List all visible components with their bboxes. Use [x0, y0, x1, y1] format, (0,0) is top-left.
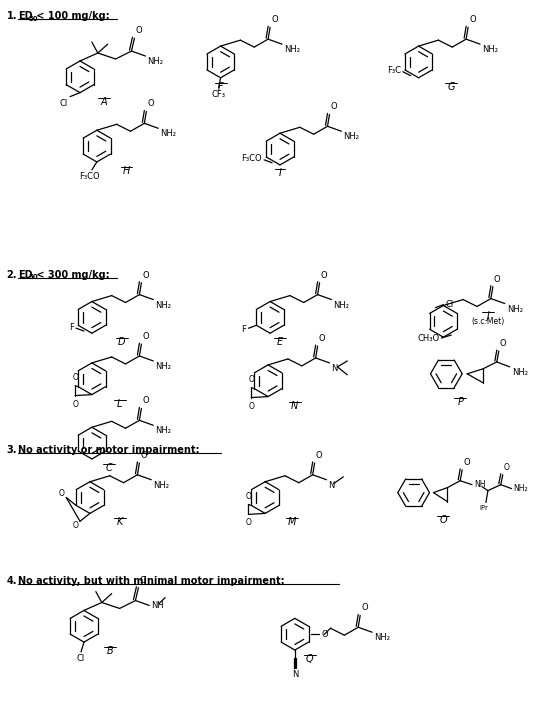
Text: H: H	[123, 166, 130, 176]
Text: No activity, but with minimal motor impairment:: No activity, but with minimal motor impa…	[18, 576, 285, 586]
Text: NH₂: NH₂	[153, 481, 169, 490]
Text: NH₂: NH₂	[343, 133, 359, 141]
Text: iPr: iPr	[480, 506, 489, 511]
Text: CH₃O: CH₃O	[417, 333, 439, 342]
Text: NH₂: NH₂	[482, 45, 498, 54]
Text: 4.: 4.	[7, 576, 17, 586]
Text: O: O	[139, 576, 146, 585]
Text: O: O	[361, 603, 368, 613]
Text: P: P	[457, 396, 463, 406]
Text: No activity or motor impairment:: No activity or motor impairment:	[18, 445, 199, 455]
Text: G: G	[448, 82, 455, 91]
Text: F₃C: F₃C	[387, 66, 401, 75]
Text: < 300 mg/kg:: < 300 mg/kg:	[34, 270, 110, 280]
Text: NH₂: NH₂	[511, 368, 528, 377]
Text: A: A	[101, 96, 107, 106]
Text: O: O	[316, 451, 322, 460]
Text: B: B	[106, 646, 113, 656]
Text: O: O	[321, 630, 328, 639]
Text: O: O	[148, 99, 154, 108]
Text: 3.: 3.	[7, 445, 17, 455]
Text: Cl: Cl	[446, 300, 453, 309]
Text: Cl: Cl	[77, 654, 85, 663]
Text: O: O	[248, 375, 254, 384]
Text: N: N	[331, 364, 338, 373]
Text: NH₂: NH₂	[148, 57, 163, 66]
Text: NH₂: NH₂	[334, 301, 349, 310]
Text: O: O	[504, 463, 510, 471]
Text: 50: 50	[29, 16, 38, 22]
Text: O: O	[319, 334, 325, 343]
Text: N: N	[329, 481, 335, 490]
Text: NH₂: NH₂	[506, 304, 523, 313]
Text: NH₂: NH₂	[514, 484, 528, 493]
Text: (s.c.Met): (s.c.Met)	[471, 318, 505, 326]
Text: O: O	[500, 339, 506, 348]
Text: O: O	[72, 373, 78, 381]
Text: O: O	[135, 26, 142, 35]
Text: CF₃: CF₃	[212, 89, 226, 99]
Text: F: F	[241, 325, 247, 334]
Text: ED: ED	[18, 11, 32, 21]
Text: O: O	[463, 458, 470, 467]
Text: O: O	[439, 515, 447, 525]
Text: O: O	[321, 271, 327, 280]
Text: O: O	[271, 16, 278, 24]
Text: C: C	[105, 463, 112, 473]
Text: N: N	[291, 401, 299, 411]
Text: ED: ED	[18, 270, 32, 280]
Text: NH₂: NH₂	[155, 362, 171, 371]
Text: O: O	[59, 489, 64, 498]
Text: O: O	[72, 521, 78, 530]
Text: O: O	[143, 396, 149, 406]
Text: O: O	[245, 518, 252, 527]
Text: 1.: 1.	[7, 11, 17, 21]
Text: F: F	[69, 323, 74, 332]
Text: D: D	[118, 337, 125, 347]
Text: O: O	[72, 400, 78, 408]
Text: F: F	[218, 82, 224, 91]
Text: Cl: Cl	[60, 99, 68, 108]
Text: O: O	[248, 401, 254, 411]
Text: NH₂: NH₂	[160, 129, 176, 138]
Text: J: J	[486, 311, 489, 321]
Text: Q: Q	[306, 654, 314, 664]
Text: O: O	[494, 274, 500, 284]
Text: K: K	[116, 518, 123, 527]
Text: N: N	[292, 670, 298, 679]
Text: O: O	[143, 332, 149, 341]
Text: L: L	[117, 398, 122, 408]
Text: 50: 50	[29, 274, 38, 280]
Text: < 100 mg/kg:: < 100 mg/kg:	[34, 11, 110, 21]
Text: O: O	[330, 102, 337, 111]
Text: I: I	[278, 168, 281, 178]
Text: M: M	[288, 518, 296, 527]
Text: NH₂: NH₂	[374, 633, 390, 642]
Text: NH₂: NH₂	[155, 426, 171, 435]
Text: O: O	[245, 491, 252, 501]
Text: NH: NH	[474, 480, 486, 489]
Text: NH₂: NH₂	[155, 301, 171, 310]
Text: F₃CO: F₃CO	[241, 155, 262, 163]
Text: O: O	[469, 16, 476, 24]
Text: O: O	[143, 271, 149, 280]
Text: NH₂: NH₂	[284, 45, 300, 54]
Text: E: E	[277, 337, 283, 347]
Text: NH: NH	[151, 601, 164, 610]
Text: 2.: 2.	[7, 270, 17, 280]
Text: O: O	[140, 451, 147, 460]
Text: F₃CO: F₃CO	[79, 172, 100, 181]
